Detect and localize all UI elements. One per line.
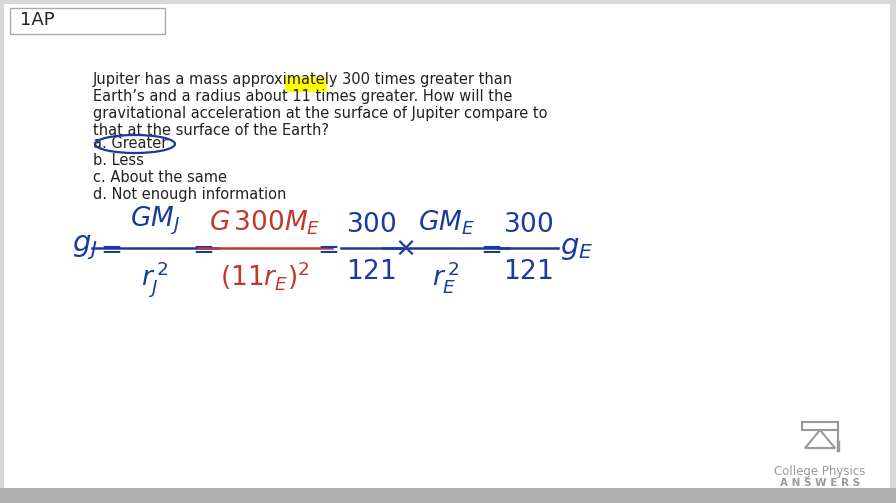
Text: $=$: $=$ [475, 235, 501, 261]
Text: A N S W E R S: A N S W E R S [780, 478, 860, 488]
Text: $121$: $121$ [503, 259, 553, 284]
Text: $=$: $=$ [186, 235, 213, 261]
Text: $G\,300M_E$: $G\,300M_E$ [210, 209, 321, 237]
Text: Earth’s and a radius about 11 times greater. How will the: Earth’s and a radius about 11 times grea… [93, 89, 513, 104]
FancyBboxPatch shape [10, 8, 165, 34]
FancyBboxPatch shape [285, 77, 327, 92]
Text: c. About the same: c. About the same [93, 170, 227, 185]
Text: $121$: $121$ [346, 259, 396, 284]
Text: College Physics: College Physics [774, 465, 866, 478]
Text: $300$: $300$ [503, 212, 554, 237]
Text: Jupiter has a mass approximately 300 times greater than: Jupiter has a mass approximately 300 tim… [93, 72, 513, 87]
Text: a. Greater: a. Greater [93, 136, 168, 151]
Text: $=$: $=$ [95, 235, 121, 261]
Text: $(11r_E)^2$: $(11r_E)^2$ [220, 259, 310, 292]
Text: gravitational acceleration at the surface of Jupiter compare to: gravitational acceleration at the surfac… [93, 106, 547, 121]
Text: $g_J$: $g_J$ [72, 234, 98, 262]
Text: that at the surface of the Earth?: that at the surface of the Earth? [93, 123, 329, 138]
FancyBboxPatch shape [0, 488, 896, 503]
Text: $=$: $=$ [312, 235, 338, 261]
FancyBboxPatch shape [4, 4, 890, 494]
Text: 1AP: 1AP [20, 11, 55, 29]
Text: $GM_J$: $GM_J$ [130, 205, 180, 237]
Text: $r_E^{\,2}$: $r_E^{\,2}$ [433, 259, 460, 295]
Text: b. Less: b. Less [93, 153, 144, 168]
Text: $\times$: $\times$ [393, 235, 414, 261]
Text: $GM_E$: $GM_E$ [418, 209, 474, 237]
Text: $300$: $300$ [346, 212, 396, 237]
Text: d. Not enough information: d. Not enough information [93, 187, 287, 202]
Text: $r_J^{\,2}$: $r_J^{\,2}$ [142, 259, 168, 299]
Text: $g_E$: $g_E$ [560, 234, 593, 262]
